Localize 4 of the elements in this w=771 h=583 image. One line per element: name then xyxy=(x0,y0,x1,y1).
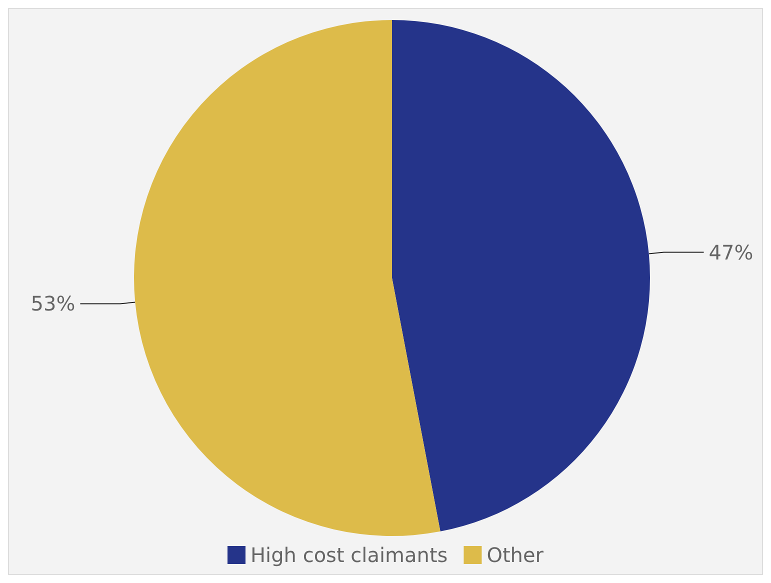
data-label: 53% xyxy=(30,292,76,316)
legend-label: Other xyxy=(486,543,544,567)
legend-label: High cost claimants xyxy=(250,543,448,567)
data-label: 47% xyxy=(708,240,754,264)
